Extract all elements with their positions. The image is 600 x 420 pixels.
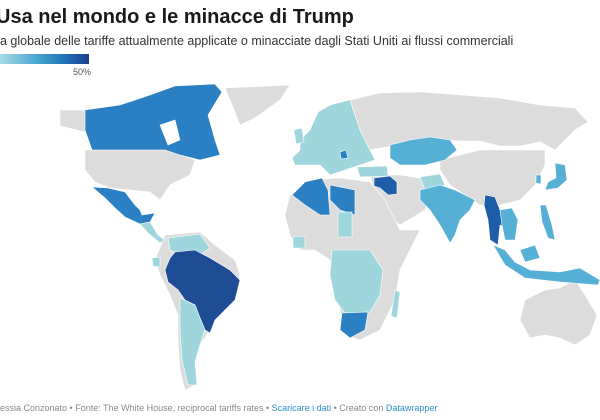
country-india[interactable] (419, 184, 476, 244)
country-south-africa[interactable] (339, 311, 369, 339)
country-brazil[interactable] (164, 249, 241, 334)
region-europe[interactable] (291, 99, 376, 176)
country-syria-iraq[interactable] (373, 175, 398, 196)
separator: • (331, 403, 340, 413)
region-southern-africa[interactable] (329, 249, 384, 314)
chart-subtitle: a globale delle tariffe attualmente appl… (0, 34, 514, 48)
country-south-korea[interactable] (535, 174, 542, 185)
separator: • (263, 403, 272, 413)
created-with-text: Creato con (339, 403, 384, 413)
footer: essia Conzonato • Fonte: The White House… (0, 403, 437, 413)
country-greenland[interactable] (224, 84, 291, 126)
country-ecuador[interactable] (151, 256, 161, 268)
region-west-africa[interactable] (292, 235, 306, 249)
country-kazakhstan[interactable] (389, 136, 458, 166)
country-malaysia[interactable] (519, 244, 541, 263)
author-credit: essia Conzonato (0, 403, 68, 413)
country-myanmar-thailand[interactable] (483, 194, 513, 246)
country-uk[interactable] (293, 127, 305, 145)
country-australia[interactable] (519, 279, 598, 346)
region-central-america[interactable] (139, 221, 166, 244)
country-philippines[interactable] (539, 204, 556, 241)
country-canada[interactable] (84, 83, 223, 161)
country-japan[interactable] (544, 162, 568, 191)
country-russia[interactable] (349, 91, 589, 151)
datawrapper-link[interactable]: Datawrapper (385, 403, 438, 413)
source-text: Fonte: The White House, reciprocal tarif… (75, 403, 264, 413)
country-china[interactable] (439, 149, 546, 206)
legend-gradient (0, 54, 89, 64)
chart-title: Usa nel mondo e le minacce di Trump (0, 6, 354, 28)
legend-max-label: 50% (73, 67, 92, 77)
download-data-link[interactable]: Scaricare i dati (271, 403, 332, 413)
hudson-bay (159, 119, 181, 146)
country-madagascar[interactable] (390, 289, 401, 319)
country-serbia[interactable] (339, 149, 349, 160)
country-libya[interactable] (329, 184, 356, 216)
country-mexico[interactable] (91, 186, 156, 225)
separator: • (67, 403, 76, 413)
region-indonesia[interactable] (492, 244, 600, 286)
country-turkey[interactable] (356, 165, 389, 178)
country-algeria[interactable] (291, 177, 331, 216)
country-chad-sudan[interactable] (337, 211, 353, 238)
country-argentina[interactable] (179, 297, 206, 386)
region-indochina[interactable] (499, 207, 519, 241)
